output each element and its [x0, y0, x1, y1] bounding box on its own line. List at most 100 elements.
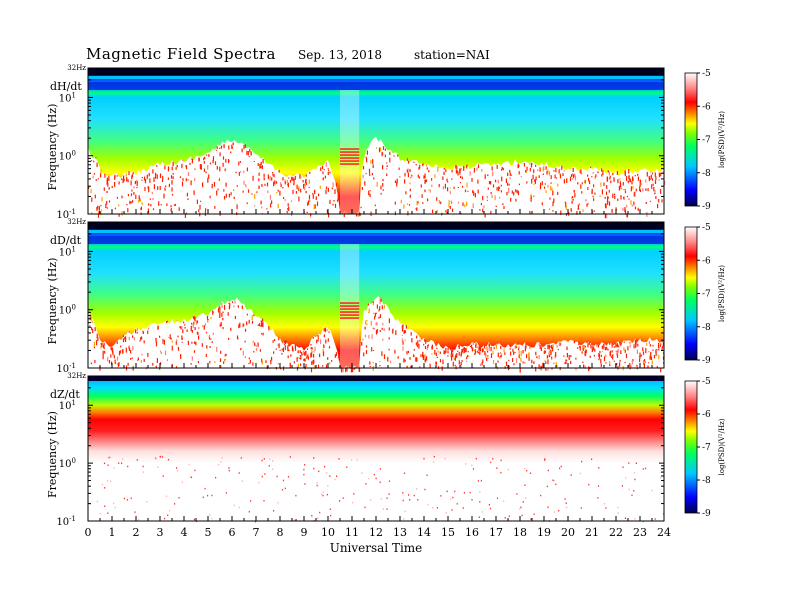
noise-speckle: [479, 209, 481, 211]
noise-speckle: [271, 200, 273, 204]
noise-speckle: [445, 169, 447, 172]
noise-speckle: [544, 458, 546, 460]
noise-speckle: [194, 168, 196, 170]
noise-speckle: [365, 156, 367, 159]
noise-speckle: [394, 180, 397, 183]
noise-speckle: [220, 350, 222, 354]
noise-speckle: [304, 483, 306, 485]
noise-speckle: [548, 344, 550, 350]
noise-speckle: [575, 367, 577, 371]
noise-speckle: [222, 156, 225, 160]
noise-speckle: [435, 352, 437, 356]
noise-speckle: [260, 325, 262, 327]
noise-speckle: [447, 180, 449, 183]
noise-speckle: [194, 327, 196, 331]
x-tick-label: 23: [633, 526, 647, 539]
noise-speckle: [156, 174, 158, 179]
noise-speckle: [151, 191, 153, 195]
noise-speckle: [303, 473, 305, 476]
noise-speckle: [130, 193, 133, 197]
noise-speckle: [191, 330, 193, 333]
y-axis-label: Frequency (Hz): [46, 411, 59, 498]
noise-speckle: [370, 320, 372, 326]
noise-speckle: [388, 327, 390, 331]
noise-speckle: [404, 173, 406, 177]
noise-speckle: [486, 199, 488, 201]
noise-speckle: [307, 200, 310, 205]
noise-speckle: [106, 201, 108, 205]
cyan-line-band: [88, 76, 664, 79]
noise-speckle: [629, 363, 631, 367]
noise-speckle: [91, 212, 93, 215]
noise-speckle: [204, 156, 206, 160]
noise-speckle: [284, 179, 286, 182]
noise-speckle: [491, 166, 493, 171]
noise-speckle: [240, 348, 242, 351]
noise-speckle: [289, 180, 292, 183]
noise-speckle: [308, 194, 311, 200]
noise-speckle: [375, 477, 377, 480]
noise-speckle: [271, 177, 273, 181]
noise-speckle: [612, 173, 614, 176]
noise-speckle: [211, 341, 213, 343]
noise-speckle: [413, 355, 415, 357]
noise-speckle: [559, 342, 561, 347]
noise-speckle: [283, 342, 285, 345]
noise-speckle: [541, 181, 543, 185]
noise-speckle: [241, 480, 243, 482]
noise-speckle: [508, 365, 510, 370]
noise-speckle: [329, 362, 331, 365]
noise-speckle: [420, 184, 422, 188]
noise-speckle: [305, 190, 307, 194]
noise-speckle: [413, 494, 415, 497]
noise-speckle: [254, 520, 256, 523]
noise-speckle: [206, 345, 208, 349]
noise-speckle: [660, 343, 662, 346]
noise-speckle: [306, 348, 309, 350]
noise-speckle: [334, 478, 336, 481]
noise-speckle: [572, 196, 574, 199]
noise-speckle: [259, 163, 261, 169]
noise-speckle: [634, 206, 637, 210]
noise-speckle: [160, 352, 162, 355]
noise-speckle: [603, 356, 606, 362]
noise-speckle: [604, 213, 606, 219]
noise-speckle: [436, 507, 438, 509]
noise-speckle: [187, 198, 189, 200]
y-top-label: 32Hz: [67, 372, 86, 380]
noise-speckle: [171, 345, 173, 351]
noise-speckle: [648, 178, 650, 180]
noise-speckle: [456, 503, 458, 505]
noise-speckle: [457, 350, 459, 352]
noise-speckle: [550, 175, 552, 179]
noise-speckle: [554, 174, 556, 179]
noise-speckle: [488, 504, 490, 506]
noise-speckle: [101, 483, 104, 486]
noise-speckle: [477, 480, 479, 482]
noise-speckle: [268, 465, 270, 467]
noise-speckle: [175, 366, 178, 369]
noise-speckle: [96, 162, 98, 168]
noise-speckle: [305, 179, 307, 184]
noise-speckle: [589, 180, 591, 185]
noise-speckle: [588, 178, 590, 182]
noise-speckle: [487, 357, 489, 360]
noise-speckle: [518, 164, 520, 167]
noise-speckle: [332, 203, 334, 206]
noise-speckle: [258, 185, 260, 189]
noise-speckle: [613, 179, 615, 182]
noise-speckle: [538, 175, 540, 178]
noise-speckle: [219, 152, 221, 157]
noise-speckle: [166, 359, 168, 361]
noise-speckle: [261, 206, 263, 209]
noise-speckle: [202, 182, 204, 188]
noise-speckle: [395, 330, 397, 335]
noise-speckle: [173, 204, 176, 206]
noise-speckle: [107, 464, 109, 466]
noise-speckle: [617, 506, 619, 509]
noise-speckle: [424, 346, 427, 349]
noise-speckle: [584, 350, 586, 355]
noise-speckle: [146, 501, 148, 503]
noise-speckle: [264, 183, 266, 186]
